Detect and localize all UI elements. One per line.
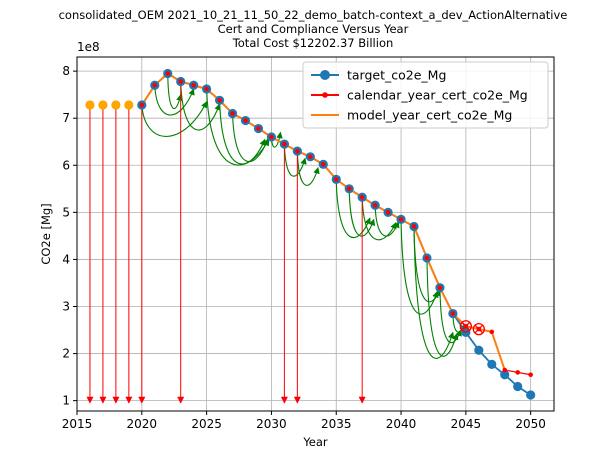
- target-point: [474, 345, 484, 355]
- legend-item-calendar: calendar_year_cert_co2e_Mg: [311, 88, 528, 103]
- expired-credit-marker: [459, 320, 473, 333]
- credit-transfer-arrow: [180, 81, 221, 131]
- expired-credit-marker: [472, 322, 485, 336]
- calendar-point: [424, 255, 430, 261]
- calendar-point: [191, 82, 196, 88]
- credit-expiration-arrows: [86, 84, 366, 404]
- credit-transfer-arrow: [231, 113, 269, 163]
- legend-marker-target: [320, 70, 330, 80]
- calendar-point: [204, 86, 209, 92]
- y-axis-multiplier: 1e8: [77, 40, 100, 54]
- calendar-point: [346, 186, 352, 192]
- y-tick-label: 4: [62, 252, 70, 266]
- plot-area-frame: [76, 56, 555, 412]
- calendar-point: [450, 311, 456, 316]
- x-tick-label: 2025: [191, 417, 222, 431]
- credit-transfer-arrow: [167, 73, 183, 110]
- credit-transfer-arrow: [348, 188, 376, 237]
- pre-credit-point: [85, 100, 95, 110]
- x-axis-label: Year: [302, 435, 328, 449]
- target-point: [526, 390, 536, 400]
- pre-credit-point: [98, 100, 108, 110]
- y-tick-label: 1: [62, 394, 70, 408]
- calendar-point: [217, 98, 222, 103]
- legend-marker-calendar: [322, 92, 328, 98]
- calendar-point: [165, 71, 171, 76]
- legend-item-target: target_co2e_Mg: [311, 68, 446, 83]
- legend-item-model: model_year_cert_co2e_Mg: [311, 108, 512, 123]
- credit-transfer-arrow: [219, 100, 266, 165]
- calendar-point: [333, 177, 339, 182]
- calendar-point: [437, 285, 443, 290]
- calendar-point: [372, 202, 378, 208]
- credit-transfer-arrow: [296, 151, 320, 186]
- chart-title-line-2: Cert and Compliance Versus Year: [218, 22, 409, 36]
- credit-transfer-arrow: [374, 205, 400, 237]
- calendar-point: [243, 118, 248, 123]
- y-axis-label: CO2e [Mg]: [39, 203, 53, 264]
- x-tick-label: 2040: [386, 417, 417, 431]
- legend: target_co2e_Mg calendar_year_cert_co2e_M…: [302, 61, 549, 129]
- credit-transfer-arrow: [154, 85, 195, 116]
- legend-label-model: model_year_cert_co2e_Mg: [347, 108, 512, 123]
- x-tick-label: 2035: [321, 417, 352, 431]
- credit-transfer-arrow: [452, 313, 466, 333]
- target-point: [487, 359, 497, 369]
- calendar-point: [489, 329, 495, 335]
- credit-transfer-arrow: [413, 226, 455, 359]
- credit-transfer-arrow: [439, 287, 462, 344]
- calendar-point: [515, 370, 521, 375]
- chart-title-line-1: consolidated_OEM 2021_10_21_11_50_22_dem…: [59, 8, 568, 22]
- x-tick-label: 2020: [127, 417, 158, 431]
- credit-transfer-arrow: [141, 101, 208, 137]
- calendar-point: [411, 224, 417, 229]
- x-tick-label: 2050: [515, 417, 546, 431]
- calendar-point: [230, 111, 235, 116]
- legend-label-calendar: calendar_year_cert_co2e_Mg: [347, 88, 528, 103]
- credit-transfer-arrow: [335, 179, 371, 239]
- calendar-point: [320, 162, 326, 167]
- calendar-point: [139, 102, 145, 108]
- calendar-point: [152, 82, 158, 88]
- calendar-point: [308, 154, 313, 160]
- y-tick-label: 6: [62, 158, 70, 172]
- calendar-point: [359, 194, 365, 200]
- credit-transfer-arrow: [426, 258, 459, 357]
- credit-transfer-arrows: [141, 73, 466, 359]
- calendar-point: [528, 372, 533, 378]
- calendar-point: [385, 210, 391, 215]
- y-tick-label: 5: [62, 205, 70, 219]
- calendar-point: [178, 79, 183, 84]
- x-tick-label: 2030: [256, 417, 287, 431]
- pre-credit-point: [124, 100, 134, 110]
- calendar-point: [502, 367, 508, 373]
- series-markers: [85, 68, 536, 400]
- legend-label-target: target_co2e_Mg: [347, 68, 446, 83]
- legend-box: [302, 61, 549, 129]
- calendar-point: [282, 141, 287, 147]
- chart-title-line-3: Total Cost $12202.37 Billion: [232, 36, 394, 50]
- x-axis-ticks: 2015 2020 2025 2030 2035 2040 2045 2050: [62, 411, 546, 431]
- credit-transfer-arrow: [361, 197, 397, 241]
- calendar-point: [398, 217, 404, 222]
- y-tick-label: 3: [62, 299, 70, 313]
- target-point: [513, 381, 523, 392]
- y-axis-ticks: 1 2 3 4 5 6 7 8: [62, 64, 77, 408]
- y-tick-label: 2: [62, 347, 70, 361]
- x-tick-label: 2015: [62, 417, 93, 431]
- calendar-point: [256, 126, 261, 131]
- target-point: [500, 370, 510, 380]
- calendar-point: [269, 134, 274, 140]
- y-tick-label: 8: [62, 64, 70, 78]
- x-tick-label: 2045: [451, 417, 482, 431]
- credit-transfer-arrow: [206, 88, 270, 166]
- credit-transfer-arrow: [400, 219, 439, 315]
- y-tick-label: 7: [62, 111, 70, 125]
- credit-transfer-arrow: [283, 144, 307, 177]
- pre-credit-point: [111, 100, 121, 110]
- calendar-point: [295, 148, 300, 154]
